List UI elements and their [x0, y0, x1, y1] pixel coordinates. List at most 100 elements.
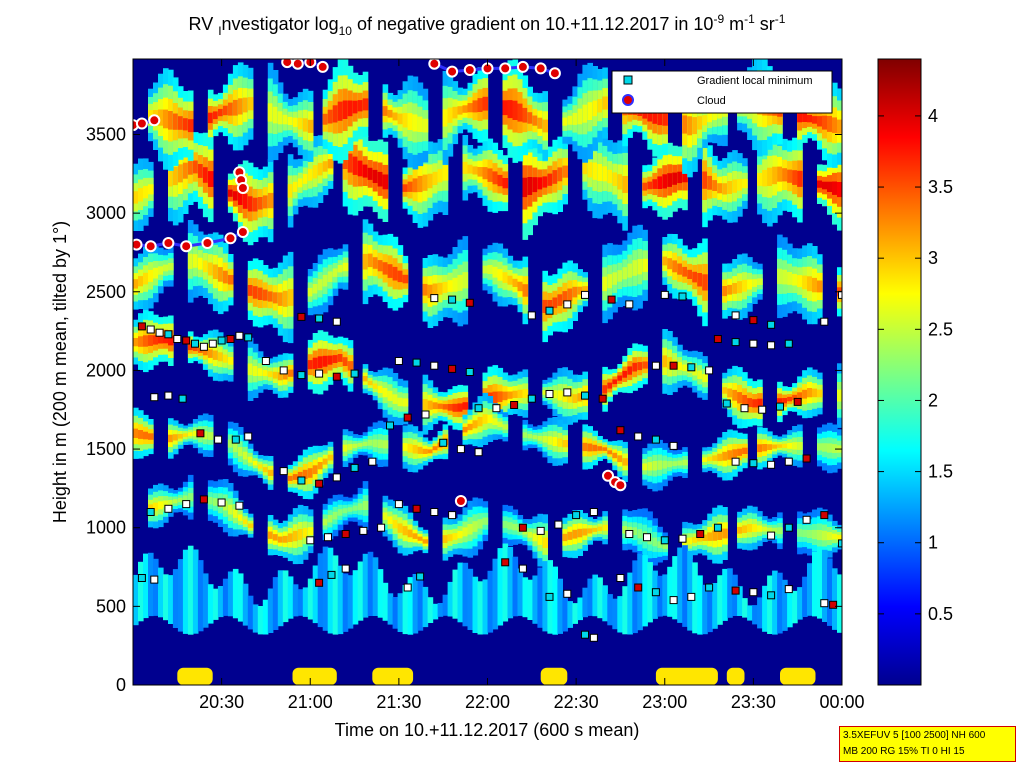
minimum-marker — [332, 317, 341, 326]
heatmap-cell — [267, 371, 274, 378]
heatmap-cell — [172, 434, 179, 441]
heatmap-cell — [442, 165, 449, 181]
heatmap-cell — [347, 361, 354, 371]
heatmap-cell — [247, 363, 254, 376]
heatmap-cell — [597, 164, 603, 181]
minimum-marker — [749, 316, 758, 325]
heatmap-cell — [527, 112, 533, 124]
y-tick-label: 1000 — [86, 518, 126, 538]
heatmap-cell — [687, 550, 693, 631]
heatmap-cell — [332, 511, 339, 520]
heatmap-cell — [412, 533, 419, 539]
heatmap-cell — [817, 280, 823, 293]
heatmap-cell — [467, 524, 474, 535]
heatmap-layers — [133, 59, 842, 635]
heatmap-cell — [397, 397, 404, 407]
heatmap-cell — [432, 446, 439, 451]
heatmap-cell — [172, 569, 179, 628]
minimum-marker — [439, 438, 448, 447]
heatmap-cell — [382, 512, 389, 520]
minimum-marker — [554, 520, 563, 529]
heatmap-cell — [427, 284, 434, 299]
heatmap-cell — [837, 389, 842, 402]
heatmap-cell — [212, 498, 219, 506]
heatmap-cell — [742, 598, 748, 618]
heatmap-cell — [362, 553, 369, 618]
heatmap-cell — [322, 458, 329, 465]
heatmap-cell — [387, 516, 394, 524]
heatmap-cell — [532, 115, 538, 126]
heatmap-cell — [217, 586, 224, 618]
heatmap-cell — [567, 531, 573, 540]
heatmap-cell — [427, 597, 434, 623]
cloud-marker — [291, 59, 304, 70]
heatmap-cell — [252, 197, 259, 212]
heatmap-cell — [732, 449, 738, 458]
minimum-marker — [403, 583, 412, 592]
heatmap-cell — [802, 112, 808, 122]
heatmap-cell — [227, 189, 234, 197]
heatmap-cell — [497, 421, 504, 428]
minimum-marker — [191, 339, 199, 348]
heatmap-cell — [727, 181, 733, 194]
heatmap-cell — [727, 450, 733, 460]
heatmap-cell — [702, 457, 708, 462]
heatmap-cell — [667, 173, 673, 187]
x-axis: 20:30 21:00 21:30 22:00 22:30 23:00 23:30 00:00 — [199, 59, 865, 712]
heatmap-cell — [777, 527, 783, 535]
minimum-marker — [598, 394, 607, 403]
heatmap-cell — [687, 537, 693, 545]
heatmap-cell — [677, 263, 683, 275]
heatmap-cell — [797, 442, 803, 450]
minimum-marker — [669, 361, 678, 370]
minimum-marker — [545, 306, 554, 315]
heatmap-cell — [447, 581, 454, 617]
heatmap-cell — [827, 443, 833, 453]
minimum-marker — [758, 405, 767, 414]
heatmap-cell — [677, 362, 683, 371]
heatmap-cell — [642, 555, 648, 627]
heatmap-cell — [637, 362, 643, 371]
heatmap-cell — [312, 357, 319, 369]
heatmap-cell — [487, 414, 494, 424]
cloud-marker — [446, 65, 459, 78]
heatmap-cell — [562, 391, 568, 402]
heatmap-cell — [492, 171, 499, 185]
heatmap-cell — [707, 113, 713, 123]
minimum-marker — [448, 364, 457, 373]
heatmap-cell — [317, 462, 324, 470]
heatmap-cell — [477, 581, 484, 635]
heatmap-cell — [347, 575, 354, 629]
heatmap-cell — [492, 418, 499, 425]
heatmap-cell — [482, 96, 489, 111]
heatmap-cell — [352, 505, 359, 511]
minimum-marker — [217, 498, 226, 507]
heatmap-cell — [702, 374, 708, 383]
heatmap-cell — [387, 264, 394, 278]
chart-title: RV Investigator log10 of negative gradie… — [189, 12, 786, 38]
minimum-marker — [625, 530, 634, 538]
heatmap-cell — [187, 161, 194, 175]
heatmap-cell — [632, 527, 638, 536]
heatmap-cell — [537, 535, 543, 545]
heatmap-cell — [732, 283, 738, 294]
heatmap-cell — [587, 443, 593, 452]
heatmap-cell — [287, 475, 294, 481]
heatmap-cell — [337, 101, 344, 121]
heatmap-cell — [352, 570, 359, 625]
heatmap-cell — [592, 527, 598, 532]
heatmap-cell — [133, 428, 139, 438]
heatmap-cell — [372, 257, 379, 269]
heatmap-cell — [647, 462, 653, 471]
heatmap-cell — [192, 254, 199, 268]
heatmap-cell — [382, 582, 389, 621]
heatmap-cell — [582, 104, 588, 123]
heatmap-cell — [133, 191, 139, 204]
heatmap-cell — [472, 166, 479, 175]
heatmap-cell — [572, 112, 578, 125]
heatmap-cell — [422, 539, 429, 544]
heatmap-cell — [442, 281, 449, 293]
heatmap-plot-area — [133, 59, 842, 685]
minimum-marker — [430, 294, 439, 303]
heatmap-cell — [577, 528, 583, 538]
